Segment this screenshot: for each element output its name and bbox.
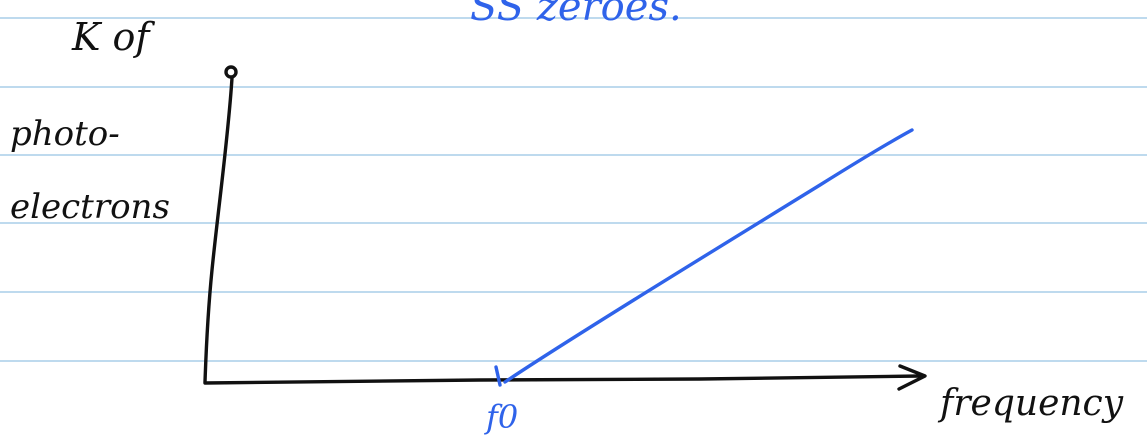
y-axis-label-line1: K of: [71, 15, 155, 59]
threshold-tick: [494, 365, 502, 387]
y-axis-line: [203, 76, 234, 384]
threshold-label: f0: [484, 398, 518, 435]
energy-line: [503, 128, 914, 384]
x-axis-label: frequency: [937, 383, 1124, 424]
y-axis-label-line2: photo-: [10, 114, 120, 154]
y-axis-top-loop: [224, 65, 238, 79]
ruled-lines: [0, 17, 1147, 362]
x-axis-line: [203, 374, 922, 385]
top-note-text: SS zeroes.: [470, 0, 682, 30]
x-axis-arrowhead: [897, 364, 927, 391]
y-axis-label-line3: electrons: [10, 187, 170, 227]
